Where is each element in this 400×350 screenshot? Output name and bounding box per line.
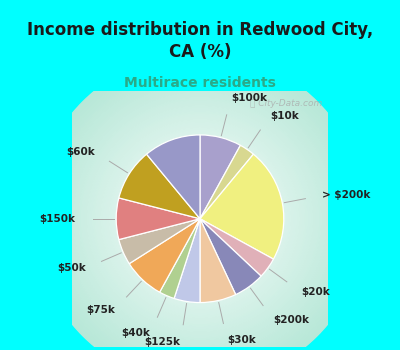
Wedge shape (200, 154, 284, 259)
Wedge shape (160, 219, 200, 299)
Circle shape (48, 67, 352, 350)
Circle shape (197, 216, 203, 222)
Circle shape (59, 78, 341, 350)
Circle shape (175, 194, 225, 244)
Circle shape (87, 106, 313, 332)
Circle shape (123, 141, 277, 296)
Circle shape (194, 213, 206, 224)
Circle shape (164, 183, 236, 254)
Circle shape (76, 94, 324, 343)
Text: $200k: $200k (273, 315, 309, 324)
Circle shape (136, 155, 264, 282)
Circle shape (106, 125, 294, 313)
Circle shape (98, 117, 302, 321)
Wedge shape (119, 219, 200, 264)
Wedge shape (200, 219, 274, 276)
Circle shape (184, 202, 216, 235)
Circle shape (145, 163, 255, 274)
Text: $100k: $100k (231, 93, 267, 103)
Wedge shape (200, 145, 254, 219)
Text: $30k: $30k (227, 335, 256, 345)
Wedge shape (119, 154, 200, 219)
Circle shape (167, 186, 233, 252)
Circle shape (120, 139, 280, 299)
Circle shape (170, 188, 230, 249)
Circle shape (81, 100, 319, 337)
Circle shape (150, 169, 250, 268)
Wedge shape (200, 219, 261, 295)
Circle shape (126, 144, 274, 293)
Circle shape (192, 210, 208, 227)
Circle shape (70, 89, 330, 349)
Text: $40k: $40k (122, 328, 150, 338)
Text: ⓘ City-Data.com: ⓘ City-Data.com (250, 99, 323, 108)
Wedge shape (200, 219, 236, 302)
Circle shape (73, 92, 327, 346)
Text: Multirace residents: Multirace residents (124, 76, 276, 90)
Wedge shape (116, 198, 200, 240)
Text: $125k: $125k (144, 337, 180, 347)
Circle shape (101, 119, 299, 318)
Text: $10k: $10k (270, 111, 299, 121)
Circle shape (95, 114, 305, 324)
Wedge shape (129, 219, 200, 292)
Circle shape (92, 111, 308, 326)
Circle shape (159, 177, 241, 260)
Circle shape (131, 150, 269, 288)
Circle shape (54, 72, 346, 350)
Circle shape (117, 136, 283, 302)
Circle shape (172, 191, 228, 246)
Text: $60k: $60k (66, 147, 95, 157)
Circle shape (181, 199, 219, 238)
Circle shape (134, 153, 266, 285)
Circle shape (153, 172, 247, 266)
Text: Income distribution in Redwood City,
CA (%): Income distribution in Redwood City, CA … (27, 21, 373, 61)
Circle shape (178, 197, 222, 241)
Circle shape (40, 59, 360, 350)
Circle shape (186, 205, 214, 232)
Circle shape (68, 86, 332, 350)
Circle shape (90, 108, 310, 329)
Circle shape (114, 133, 286, 304)
Circle shape (148, 166, 252, 271)
Circle shape (104, 122, 296, 315)
Circle shape (43, 62, 357, 350)
Text: > $200k: > $200k (322, 190, 371, 201)
Text: $75k: $75k (86, 304, 115, 315)
Circle shape (189, 208, 211, 230)
Circle shape (156, 175, 244, 263)
Wedge shape (146, 135, 200, 219)
Circle shape (161, 180, 239, 257)
Circle shape (112, 131, 288, 307)
Wedge shape (200, 135, 240, 219)
Circle shape (34, 53, 366, 350)
Circle shape (78, 97, 322, 340)
Circle shape (139, 158, 261, 279)
Text: $150k: $150k (39, 214, 75, 224)
Circle shape (56, 75, 344, 350)
Circle shape (142, 161, 258, 277)
Circle shape (46, 64, 354, 350)
Circle shape (37, 56, 363, 350)
Text: $20k: $20k (301, 287, 330, 297)
Circle shape (65, 84, 335, 350)
Circle shape (109, 128, 291, 310)
Circle shape (128, 147, 272, 290)
Circle shape (84, 103, 316, 335)
Circle shape (51, 70, 349, 350)
Circle shape (62, 81, 338, 350)
Wedge shape (174, 219, 200, 302)
Text: $50k: $50k (57, 263, 86, 273)
